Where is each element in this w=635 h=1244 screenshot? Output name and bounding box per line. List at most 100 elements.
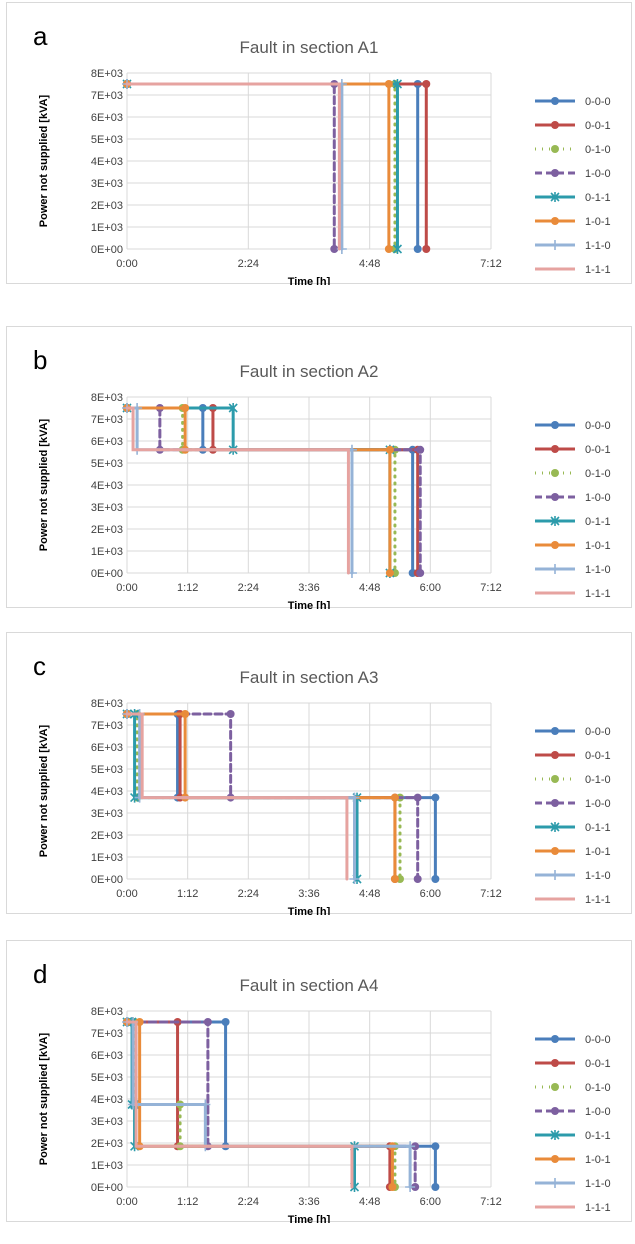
legend-label: 0-0-0 [585,726,611,738]
y-tick-label: 8E+03 [91,1006,123,1018]
x-tick-label: 2:24 [238,1196,259,1208]
legend-marker [551,121,559,129]
legend-marker [551,469,559,477]
legend-label: 0-1-0 [585,468,611,480]
chart-panel-c: c Fault in section A3 0E+00 1E+03 2E+03 3E+03… [6,632,632,915]
series-line [125,406,350,575]
legend-marker [551,1107,559,1115]
series-line [125,1020,354,1189]
legend-label: 0-1-1 [585,192,611,204]
series-1-1-0 [122,403,357,578]
x-tick-label: 0:00 [116,258,137,270]
data-point-marker [130,792,140,803]
series-line [125,712,349,881]
data-point-marker [385,445,394,454]
y-tick-label: 2E+03 [91,1138,123,1150]
x-axis-label: Time [h] [288,600,331,609]
x-tick-label: 2:24 [238,582,259,594]
legend-label: 1-1-1 [585,894,611,906]
legend-marker [551,775,559,783]
panel-letter: a [33,21,48,51]
legend-marker [551,1059,559,1067]
legend-label: 1-0-0 [585,492,611,504]
legend-label: 0-1-1 [585,822,611,834]
x-tick-label: 6:00 [420,1196,441,1208]
legend-label: 1-0-0 [585,168,611,180]
chart-svg: b Fault in section A2 0E+00 1E+03 2E+03 3E+03… [33,345,611,609]
x-tick-label: 1:12 [177,1196,198,1208]
series-line [125,82,391,251]
data-point-marker [422,245,431,253]
series-line [125,82,341,251]
x-tick-label: 7:12 [480,888,501,900]
data-point-marker [203,1018,212,1026]
legend-marker [551,541,559,549]
data-point-marker [413,245,422,253]
y-tick-label: 7E+03 [91,1028,123,1040]
y-tick-label: 4E+03 [91,786,123,798]
legend-marker [550,564,560,574]
y-tick-label: 3E+03 [91,178,123,190]
legend-label: 1-1-1 [585,1202,611,1214]
x-tick-label: 7:12 [480,582,501,594]
y-tick-label: 6E+03 [91,1050,123,1062]
legend-label: 1-0-0 [585,798,611,810]
legend-label: 0-0-0 [585,96,611,108]
x-tick-label: 1:12 [177,582,198,594]
data-point-marker [422,80,431,88]
x-tick-label: 3:36 [298,888,319,900]
x-tick-label: 7:12 [480,258,501,270]
y-tick-label: 4E+03 [91,1094,123,1106]
legend-marker [550,822,560,832]
x-tick-label: 7:12 [480,1196,501,1208]
legend-label: 1-1-0 [585,1178,611,1190]
data-point-marker [221,1018,230,1026]
data-point-marker [416,569,425,577]
y-tick-label: 7E+03 [91,414,123,426]
series-1-1-1 [125,82,341,251]
y-tick-label: 6E+03 [91,742,123,754]
series-line [125,82,420,251]
data-point-marker [413,793,422,802]
legend-label: 1-1-0 [585,564,611,576]
x-tick-label: 6:00 [420,582,441,594]
series-line [125,82,336,251]
data-point-marker [416,445,425,454]
data-point-marker [135,1018,144,1026]
x-tick-label: 4:48 [359,888,380,900]
data-point-marker [392,244,403,254]
legend-marker [551,169,559,177]
legend-marker [551,1083,559,1091]
x-axis-label: Time [h] [288,1214,331,1223]
y-tick-label: 8E+03 [91,698,123,710]
y-tick-label: 2E+03 [91,830,123,842]
series-line [125,406,392,575]
data-point-marker [384,80,393,88]
series-line [125,82,399,251]
data-point-marker [181,404,190,412]
y-tick-label: 1E+03 [91,546,123,558]
y-tick-label: 4E+03 [91,480,123,492]
x-tick-label: 0:00 [116,582,137,594]
data-point-marker [405,1182,416,1192]
chart-title: Fault in section A1 [240,38,379,57]
legend-label: 1-0-1 [585,540,611,552]
y-tick-label: 3E+03 [91,1116,123,1128]
y-tick-label: 3E+03 [91,502,123,514]
legend-marker [551,751,559,759]
series-0-1-1 [122,79,403,254]
y-tick-label: 6E+03 [91,436,123,448]
y-tick-label: 8E+03 [91,392,123,404]
data-point-marker [226,710,235,718]
data-point-marker [349,792,360,803]
data-point-marker [390,793,399,802]
series-1-1-1 [125,712,349,881]
series-line [125,406,420,575]
legend-marker [551,421,559,429]
chart-panel-b: b Fault in section A2 0E+00 1E+03 2E+03 3E+03… [6,326,632,609]
legend-marker [551,847,559,855]
y-tick-label: 2E+03 [91,200,123,212]
legend-label: 1-1-0 [585,870,611,882]
x-tick-label: 4:48 [359,582,380,594]
chart-title: Fault in section A3 [240,668,379,687]
